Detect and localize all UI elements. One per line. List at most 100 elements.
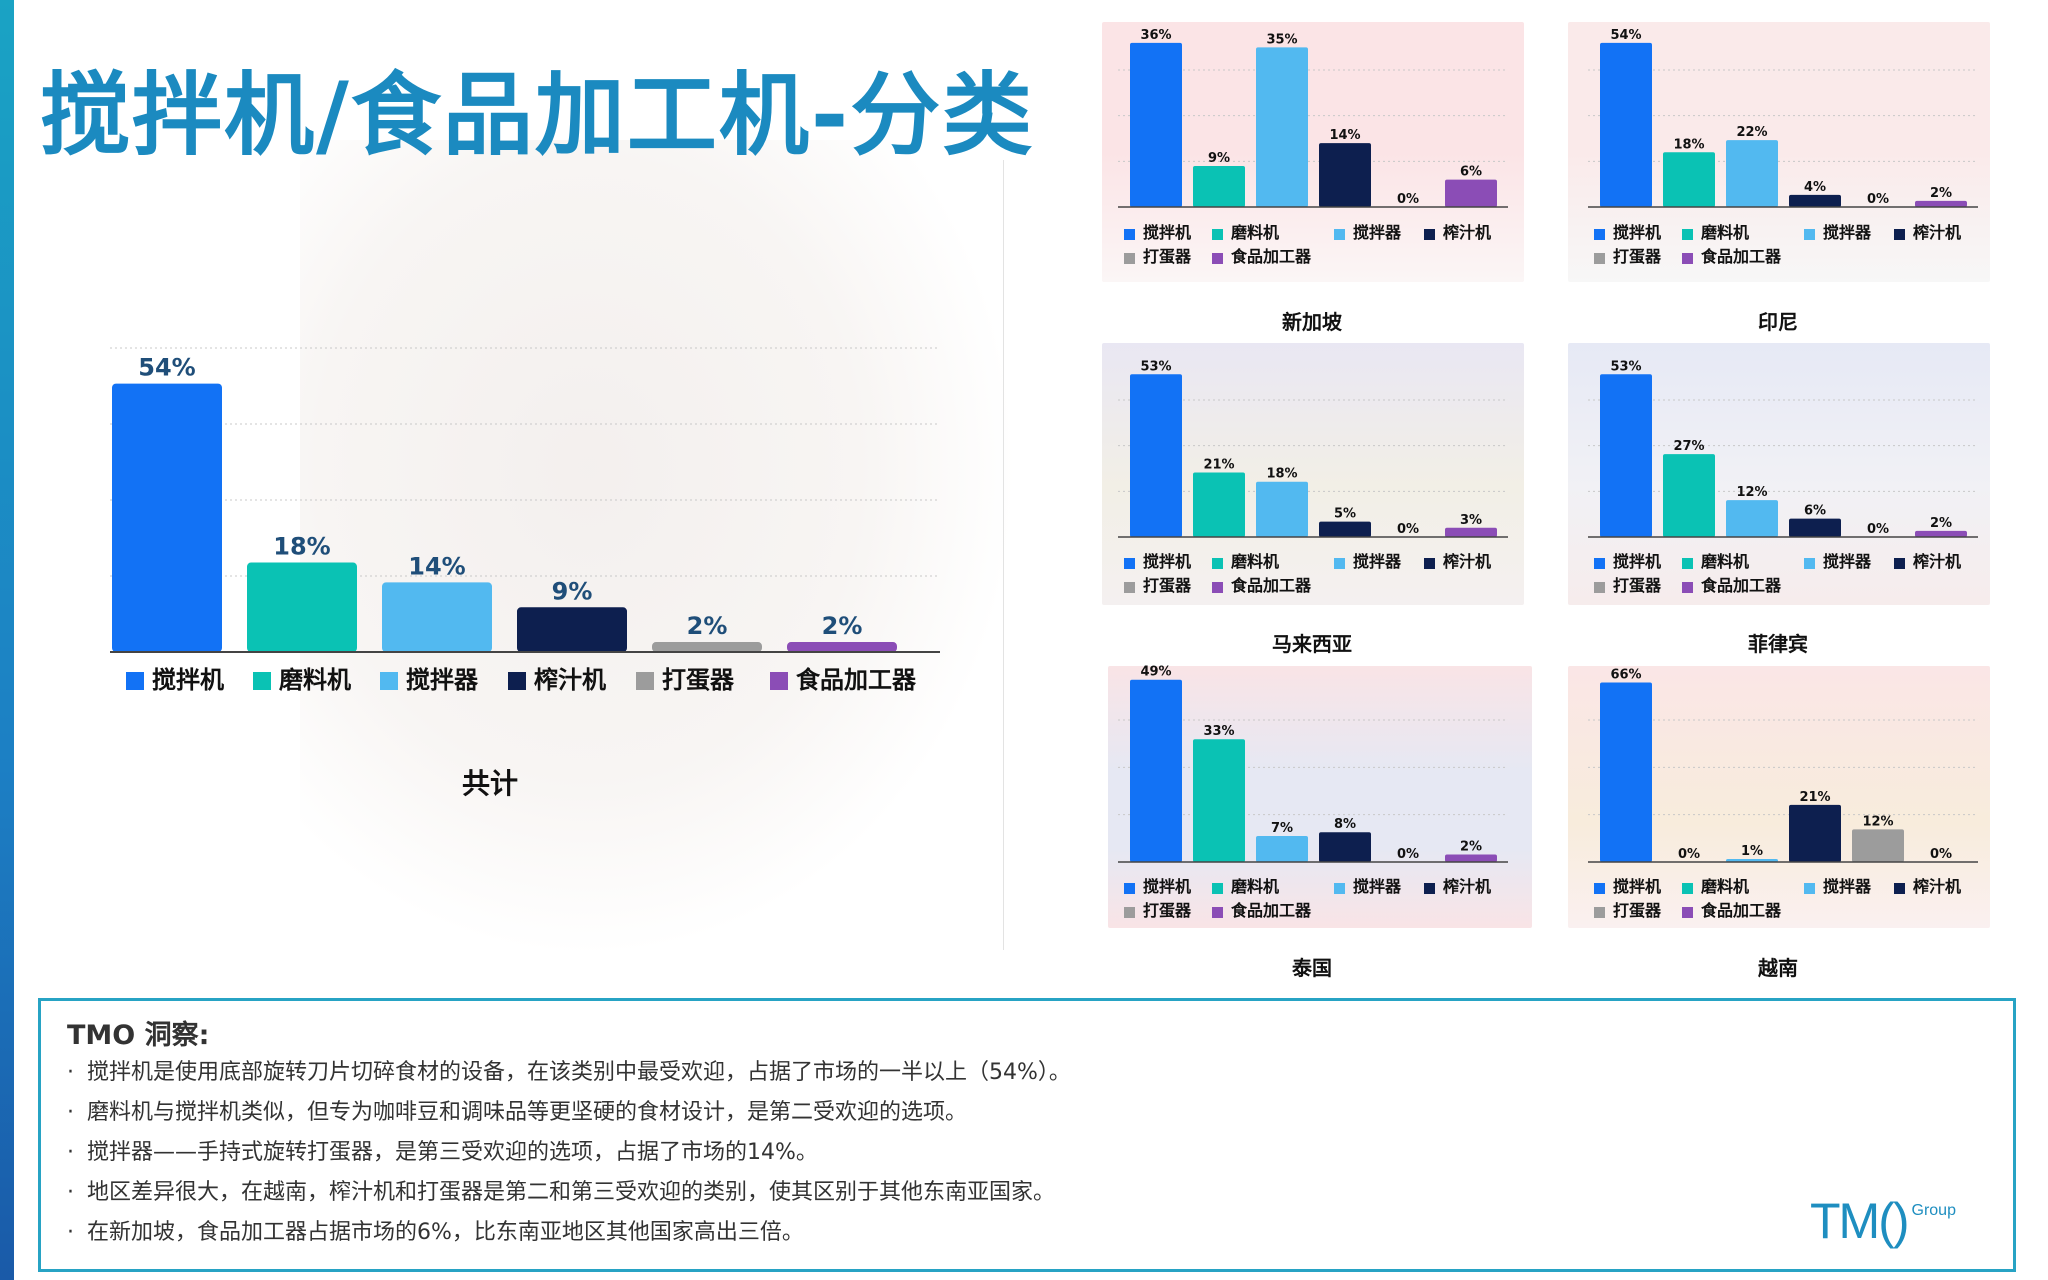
data-label: 53% (1140, 359, 1171, 374)
bar-2 (1193, 165, 1245, 207)
data-label: 14% (1329, 128, 1360, 143)
bar-3 (1256, 47, 1308, 208)
data-label: 18% (1266, 467, 1297, 482)
list-item: · 地区差异很大，在越南，榨汁机和打蛋器是第二和第三受欢迎的类别，使其区别于其他东… (67, 1173, 1071, 1213)
data-label: 0% (1397, 192, 1419, 207)
bar-4 (1789, 194, 1841, 207)
legend-swatch (1804, 558, 1815, 569)
legend-label: 食品加工器 (1230, 901, 1312, 920)
bar-4 (517, 607, 627, 652)
legend-label: 搅拌器 (1353, 223, 1402, 242)
bar-1 (1600, 42, 1652, 208)
legend-label: 打蛋器 (1143, 901, 1192, 920)
legend-label: 搅拌机 (1613, 552, 1661, 571)
legend-swatch (1804, 229, 1815, 240)
legend-swatch (126, 672, 144, 690)
insight-text: 磨料机与搅拌机类似，但专为咖啡豆和调味品等更坚硬的食材设计，是第二受欢迎的选项。 (87, 1100, 968, 1125)
legend-label: 打蛋器 (1613, 576, 1662, 595)
legend-swatch (508, 672, 526, 690)
legend-label: 磨料机 (1231, 223, 1279, 242)
legend-swatch (1894, 229, 1905, 240)
legend-label: 搅拌器 (1353, 552, 1402, 571)
insight-text: 地区差异很大，在越南，榨汁机和打蛋器是第二和第三受欢迎的类别，使其区别于其他东南… (87, 1180, 1056, 1205)
data-label: 27% (1673, 439, 1704, 454)
bar-2 (1193, 472, 1245, 537)
data-label: 9% (1208, 151, 1230, 166)
legend-label: 搅拌器 (1353, 877, 1402, 896)
bar-4 (1789, 518, 1841, 537)
legend-label: 搅拌机 (152, 666, 224, 694)
page-title: 搅拌机/食品加工机-分类 (40, 63, 1035, 168)
chart-title-singapore: 新加坡 (1282, 310, 1342, 334)
legend-label: 榨汁机 (1913, 552, 1961, 571)
accent-bar (0, 0, 14, 1280)
bullet: · (67, 1140, 74, 1165)
data-label: 12% (1862, 814, 1893, 829)
legend-swatch (1424, 558, 1435, 569)
bar-1 (1130, 42, 1182, 208)
divider (1003, 160, 1004, 950)
list-item: · 搅拌器——手持式旋转打蛋器，是第三受欢迎的选项，占据了市场的14%。 (67, 1133, 1071, 1173)
bar-6 (1445, 527, 1497, 537)
legend-swatch (1424, 229, 1435, 240)
list-item: · 在新加坡，食品加工器占据市场的6%，比东南亚地区其他国家高出三倍。 (67, 1213, 1071, 1253)
data-label: 0% (1397, 522, 1419, 537)
data-label: 21% (1203, 458, 1234, 473)
legend-swatch (1594, 253, 1605, 264)
bar-3 (1726, 140, 1778, 207)
bar-5 (1852, 829, 1904, 862)
legend-swatch (1124, 883, 1135, 894)
legend-label: 磨料机 (1231, 552, 1279, 571)
legend-swatch (1804, 883, 1815, 894)
main-chart-title: 共计 (461, 767, 518, 800)
data-label: 14% (408, 552, 465, 580)
data-label: 54% (138, 354, 195, 382)
legend-swatch (1212, 582, 1223, 593)
legend-swatch (1682, 229, 1693, 240)
legend-swatch (636, 672, 654, 690)
bar-6 (1915, 200, 1967, 207)
insight-list: · 搅拌机是使用底部旋转刀片切碎食材的设备，在该类别中最受欢迎，占据了市场的一半以… (67, 1053, 1071, 1253)
bar-6 (787, 642, 897, 652)
legend-swatch (1594, 229, 1605, 240)
data-label: 2% (1930, 516, 1952, 531)
insight-box: TMO 洞察: · 搅拌机是使用底部旋转刀片切碎食材的设备，在该类别中最受欢迎，占… (38, 998, 2016, 1272)
legend-label: 磨料机 (1701, 223, 1749, 242)
data-label: 22% (1736, 125, 1767, 140)
legend-swatch (1682, 907, 1693, 918)
legend-label: 搅拌机 (1143, 223, 1191, 242)
chart-title-vietnam: 越南 (1758, 956, 1798, 980)
legend-label: 搅拌机 (1143, 877, 1191, 896)
data-label: 18% (273, 533, 330, 561)
legend-label: 榨汁机 (1913, 223, 1961, 242)
legend-swatch (1334, 558, 1345, 569)
legend-swatch (1212, 558, 1223, 569)
logo-sub: Group (1911, 1202, 1956, 1219)
legend-label: 榨汁机 (534, 666, 606, 694)
bullet: · (67, 1060, 74, 1085)
data-label: 0% (1678, 847, 1700, 862)
data-label: 7% (1271, 821, 1293, 836)
data-label: 3% (1460, 513, 1482, 528)
legend-label: 磨料机 (1231, 877, 1279, 896)
legend-label: 磨料机 (1701, 877, 1749, 896)
legend-swatch (1124, 558, 1135, 569)
data-label: 4% (1804, 180, 1826, 195)
legend-swatch (1594, 582, 1605, 593)
legend-swatch (1682, 558, 1693, 569)
bar-1 (1600, 374, 1652, 537)
bar-3 (1256, 835, 1308, 862)
chart-title-malaysia: 马来西亚 (1272, 632, 1352, 656)
bar-1 (112, 383, 222, 652)
data-label: 12% (1736, 485, 1767, 500)
bar-2 (247, 562, 357, 652)
legend-label: 打蛋器 (662, 666, 735, 694)
data-label: 2% (1460, 840, 1482, 855)
legend-swatch (770, 672, 788, 690)
data-label: 0% (1397, 847, 1419, 862)
data-label: 2% (687, 612, 728, 640)
legend-label: 食品加工器 (796, 666, 917, 694)
legend-swatch (1424, 883, 1435, 894)
data-label: 8% (1334, 817, 1356, 832)
